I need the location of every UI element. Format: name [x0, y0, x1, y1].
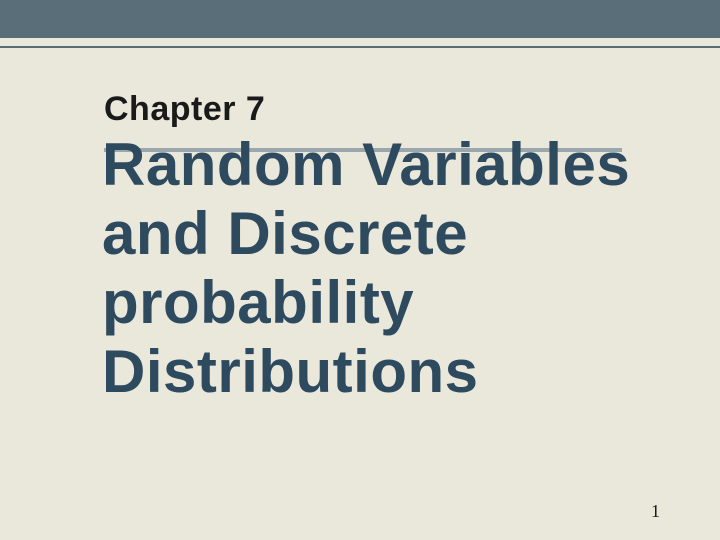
slide-title: Random Variables and Discrete probabilit… [102, 130, 630, 406]
page-number: 1 [651, 501, 660, 522]
title-line-2: and Discrete [102, 199, 630, 268]
title-line-3: probability [102, 268, 630, 337]
slide-top-band [0, 0, 720, 38]
chapter-label: Chapter 7 [104, 90, 265, 129]
title-line-4: Distributions [102, 337, 630, 406]
title-line-1: Random Variables [102, 130, 630, 199]
slide-thin-line [0, 46, 720, 48]
